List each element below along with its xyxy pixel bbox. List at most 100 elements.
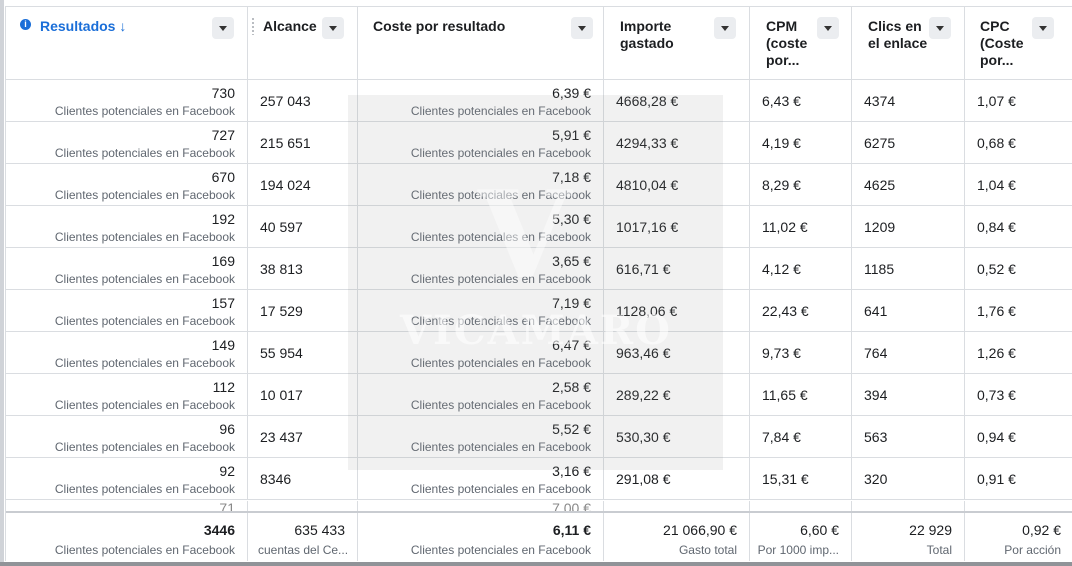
table-row[interactable]: 169 Clientes potenciales en Facebook 38 81… xyxy=(6,248,1072,290)
cell-cpc: 0,94 € xyxy=(965,416,1072,458)
partial-coste: 7,00 € xyxy=(552,501,591,513)
cell-resultados: 192 Clientes potenciales en Facebook xyxy=(6,206,248,248)
cell-coste: 6,47 € Clientes potenciales en Facebook xyxy=(358,332,604,374)
cpc-value: 1,07 € xyxy=(977,93,1016,109)
column-header-cpm[interactable]: CPM (coste por... xyxy=(750,7,852,79)
coste-value: 5,30 € xyxy=(552,211,591,227)
table-row[interactable]: 157 Clientes potenciales en Facebook 17 52… xyxy=(6,290,1072,332)
cell-coste: 5,30 € Clientes potenciales en Facebook xyxy=(358,206,604,248)
cell-resultados: 157 Clientes potenciales en Facebook xyxy=(6,290,248,332)
cell-cpm: 4,19 € xyxy=(750,122,852,164)
table-row[interactable]: 92 Clientes potenciales en Facebook 8346 3,… xyxy=(6,458,1072,500)
cell-cpm: 15,31 € xyxy=(750,458,852,500)
cell-cpm: 6,43 € xyxy=(750,80,852,122)
importe-value: 289,22 € xyxy=(616,387,671,403)
coste-value: 3,65 € xyxy=(552,253,591,269)
importe-value: 1017,16 € xyxy=(616,219,679,235)
cell-alcance: 23 437 xyxy=(248,416,358,458)
coste-value: 3,16 € xyxy=(552,463,591,479)
cell-cpc: 1,07 € xyxy=(965,80,1072,122)
table-row[interactable]: 727 Clientes potenciales en Facebook 215 6… xyxy=(6,122,1072,164)
cpm-value: 9,73 € xyxy=(762,345,801,361)
cpm-value: 11,02 € xyxy=(762,219,808,235)
coste-value: 6,39 € xyxy=(552,85,591,101)
cell-resultados: 727 Clientes potenciales en Facebook xyxy=(6,122,248,164)
chevron-down-icon[interactable] xyxy=(322,17,344,39)
importe-value: 4668,28 € xyxy=(616,93,679,109)
importe-value: 963,46 € xyxy=(616,345,671,361)
total-coste: 6,11 € Clientes potenciales en Facebook xyxy=(358,513,604,561)
column-label-clics: Clics en el enlace xyxy=(868,18,928,51)
column-header-cpc[interactable]: CPC (Coste por... xyxy=(965,7,1072,79)
info-icon[interactable]: i xyxy=(20,19,31,30)
coste-value: 5,91 € xyxy=(552,127,591,143)
clics-value: 4625 xyxy=(864,177,896,193)
cell-cpc: 0,52 € xyxy=(965,248,1072,290)
alcance-value: 17 529 xyxy=(260,303,303,319)
cell-cpm: 7,84 € xyxy=(750,416,852,458)
chevron-down-icon[interactable] xyxy=(212,17,234,39)
table-row[interactable]: 192 Clientes potenciales en Facebook 40 59… xyxy=(6,206,1072,248)
cpm-value: 11,65 € xyxy=(762,387,808,403)
chevron-down-icon[interactable] xyxy=(817,17,839,39)
clics-value: 1209 xyxy=(864,219,896,235)
column-label-coste: Coste por resultado xyxy=(373,18,506,34)
chevron-down-icon[interactable] xyxy=(571,17,593,39)
result-type-label: Clientes potenciales en Facebook xyxy=(54,272,235,286)
alcance-value: 23 437 xyxy=(260,429,303,445)
cpm-value: 8,29 € xyxy=(762,177,801,193)
resultados-value: 149 xyxy=(211,337,235,353)
cpm-value: 4,19 € xyxy=(762,135,801,151)
result-type-label: Clientes potenciales en Facebook xyxy=(54,314,235,328)
cpm-value: 6,43 € xyxy=(762,93,801,109)
cpc-value: 1,76 € xyxy=(977,303,1016,319)
cell-alcance: 194 024 xyxy=(248,164,358,206)
cell-importe: 4294,33 € xyxy=(604,122,750,164)
resultados-value: 112 xyxy=(212,379,235,395)
cell-cpm: 9,73 € xyxy=(750,332,852,374)
alcance-value: 10 017 xyxy=(260,387,303,403)
chevron-down-icon[interactable] xyxy=(929,17,951,39)
table-row[interactable]: 112 Clientes potenciales en Facebook 10 01… xyxy=(6,374,1072,416)
result-type-label: Clientes potenciales en Facebook xyxy=(410,482,591,496)
clics-value: 394 xyxy=(864,387,888,403)
cell-cpm: 11,02 € xyxy=(750,206,852,248)
result-type-label: Clientes potenciales en Facebook xyxy=(54,482,235,496)
cell-resultados: 730 Clientes potenciales en Facebook xyxy=(6,80,248,122)
column-header-resultados[interactable]: i Resultados ↓ xyxy=(6,7,254,79)
cell-importe: 4668,28 € xyxy=(604,80,750,122)
chevron-down-icon[interactable] xyxy=(714,17,736,39)
table-row[interactable]: 96 Clientes potenciales en Facebook 23 437… xyxy=(6,416,1072,458)
total-cpm: 6,60 € Por 1000 imp... xyxy=(750,513,852,561)
result-type-label: Clientes potenciales en Facebook xyxy=(410,356,591,370)
bottom-scroll-edge xyxy=(0,562,1072,566)
result-type-label: Clientes potenciales en Facebook xyxy=(54,146,235,160)
clics-value: 1185 xyxy=(864,261,895,277)
cpc-value: 0,52 € xyxy=(977,261,1016,277)
cell-alcance: 10 017 xyxy=(248,374,358,416)
resultados-value: 92 xyxy=(219,463,235,479)
cell-importe: 963,46 € xyxy=(604,332,750,374)
cell-resultados: 670 Clientes potenciales en Facebook xyxy=(6,164,248,206)
cell-cpc: 0,73 € xyxy=(965,374,1072,416)
cell-importe: 1017,16 € xyxy=(604,206,750,248)
column-header-alcance[interactable]: Alcance xyxy=(248,7,358,79)
column-label-resultados: Resultados ↓ xyxy=(40,18,127,34)
resultados-value: 727 xyxy=(211,127,235,143)
column-header-coste-por-resultado[interactable]: Coste por resultado xyxy=(358,7,604,79)
table-row[interactable]: 730 Clientes potenciales en Facebook 257 0… xyxy=(6,80,1072,122)
result-type-label: Clientes potenciales en Facebook xyxy=(54,230,235,244)
column-header-clics[interactable]: Clics en el enlace xyxy=(852,7,965,79)
clics-value: 563 xyxy=(864,429,888,445)
column-resize-handle[interactable] xyxy=(252,17,254,35)
cpm-value: 7,84 € xyxy=(762,429,801,445)
result-type-label: Clientes potenciales en Facebook xyxy=(410,440,591,454)
alcance-value: 215 651 xyxy=(260,135,311,151)
chevron-down-icon[interactable] xyxy=(1032,17,1054,39)
table-row[interactable]: 149 Clientes potenciales en Facebook 55 95… xyxy=(6,332,1072,374)
cell-clics: 4374 xyxy=(852,80,965,122)
column-header-importe-gastado[interactable]: Importe gastado xyxy=(604,7,750,79)
clics-value: 764 xyxy=(864,345,888,361)
total-alcance: 635 433 cuentas del Ce... xyxy=(248,513,358,561)
table-row[interactable]: 670 Clientes potenciales en Facebook 194 0… xyxy=(6,164,1072,206)
